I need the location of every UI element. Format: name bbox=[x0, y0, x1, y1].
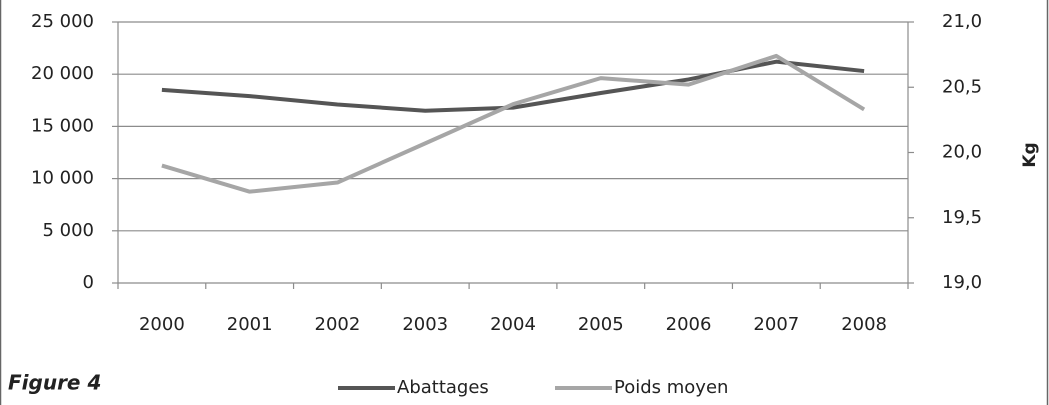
legend-label: Abattages bbox=[397, 377, 489, 398]
x-tick-label: 2007 bbox=[753, 314, 799, 335]
y-tick-label: 5 000 bbox=[42, 220, 94, 241]
x-tick-label: 2006 bbox=[666, 314, 712, 335]
figure-label: Figure 4 bbox=[8, 371, 101, 395]
x-tick-label: 2005 bbox=[578, 314, 624, 335]
y-tick-label: 0 bbox=[83, 272, 94, 293]
y-tick-label: 20 000 bbox=[31, 63, 94, 84]
y2-tick-label: 20,0 bbox=[942, 142, 982, 163]
x-tick-label: 2001 bbox=[227, 314, 273, 335]
y-tick-label: 25 000 bbox=[31, 11, 94, 32]
y-tick-label: 10 000 bbox=[31, 168, 94, 189]
y2-tick-label: 19,0 bbox=[942, 272, 982, 293]
x-tick-label: 2002 bbox=[315, 314, 361, 335]
y2-tick-label: 21,0 bbox=[942, 11, 982, 32]
legend-label: Poids moyen bbox=[614, 377, 728, 398]
x-tick-label: 2004 bbox=[490, 314, 536, 335]
y2-axis-label: Kg bbox=[1020, 142, 1040, 167]
x-tick-label: 2000 bbox=[139, 314, 185, 335]
x-tick-label: 2008 bbox=[841, 314, 887, 335]
x-tick-label: 2003 bbox=[402, 314, 448, 335]
line bbox=[161, 53, 866, 194]
y2-tick-label: 20,5 bbox=[942, 76, 982, 97]
y2-tick-label: 19,5 bbox=[942, 207, 982, 228]
y-tick-label: 15 000 bbox=[31, 115, 94, 136]
